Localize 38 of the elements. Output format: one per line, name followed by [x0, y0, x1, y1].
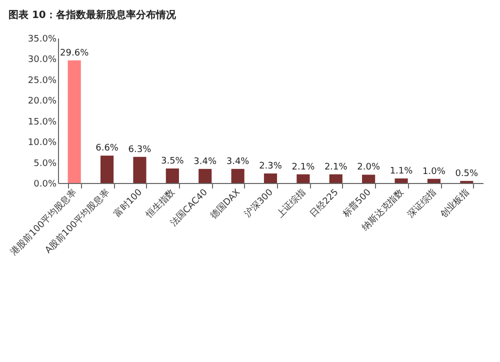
y-tick-label: 30.0%	[28, 55, 57, 66]
data-label: 2.1%	[292, 162, 316, 172]
bar	[166, 168, 179, 183]
y-tick-label: 15.0%	[28, 117, 57, 128]
y-tick-label: 5.0%	[34, 158, 57, 169]
bar	[362, 174, 376, 183]
chart-title: 图表 10：各指数最新股息率分布情况	[8, 9, 177, 21]
bar	[329, 174, 342, 183]
x-tick-label: 创业板指	[438, 186, 472, 220]
data-label: 3.4%	[194, 156, 217, 167]
bar	[68, 60, 81, 183]
bar	[133, 156, 146, 183]
data-label: 6.3%	[128, 144, 152, 155]
y-tick-label: 35.0%	[28, 34, 57, 44]
y-tick-label: 25.0%	[28, 76, 57, 86]
bar	[264, 173, 278, 183]
data-label: 6.6%	[96, 144, 119, 154]
data-label: 2.1%	[324, 162, 348, 172]
data-label: 3.4%	[226, 156, 250, 167]
data-label: 3.5%	[160, 156, 184, 166]
bar	[231, 168, 244, 183]
y-tick-label: 0.0%	[34, 180, 57, 190]
bar	[198, 168, 212, 183]
data-label: 1.0%	[422, 166, 446, 177]
x-tick-label: 富时100	[112, 186, 145, 220]
y-tick-label: 20.0%	[28, 96, 57, 107]
bar	[296, 174, 310, 183]
data-label: 1.1%	[390, 166, 414, 176]
bar	[100, 156, 114, 183]
y-tick-label: 10.0%	[28, 138, 57, 148]
data-label: 2.0%	[357, 162, 380, 173]
x-tick-label: 上证综指	[274, 186, 308, 220]
x-tick-label: 深证综指	[405, 186, 439, 220]
data-label: 29.6%	[60, 48, 90, 58]
data-label: 2.3%	[259, 161, 282, 172]
bar	[427, 178, 440, 183]
data-label: 0.5%	[455, 168, 479, 179]
bar	[394, 178, 408, 183]
